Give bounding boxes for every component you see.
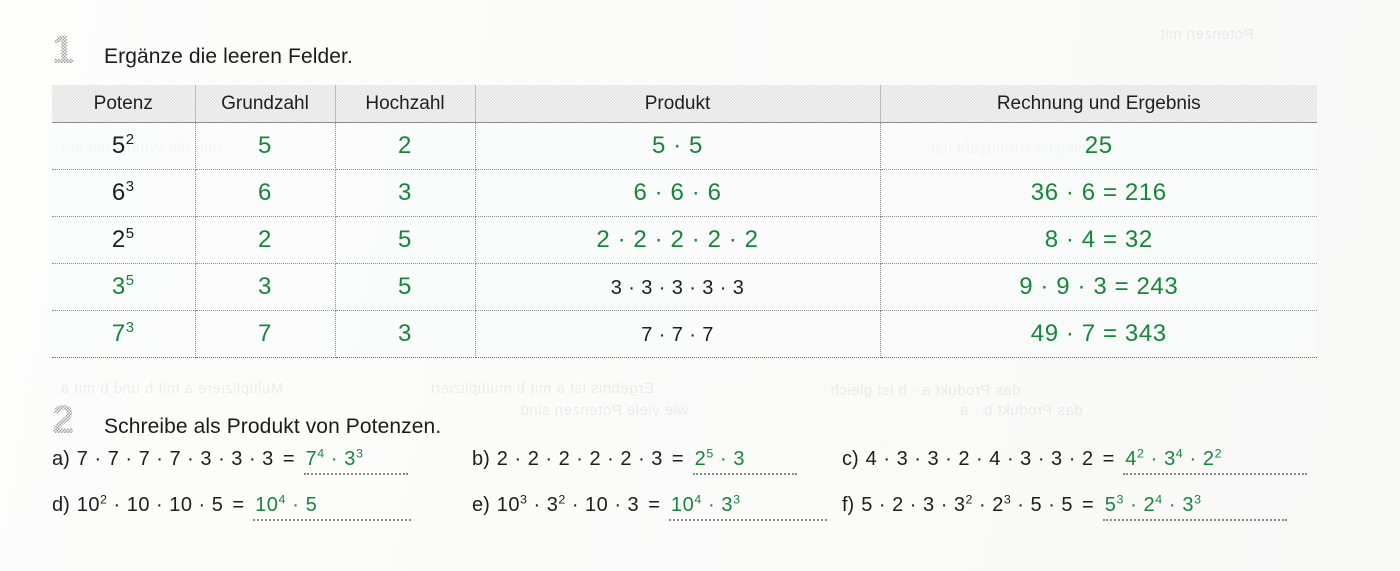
- column-header-hochzahl: Hochzahl: [335, 85, 476, 123]
- cell-produkt[interactable]: 7 · 7 · 7: [475, 310, 881, 358]
- item-b-equals: =: [671, 448, 684, 470]
- item-d-answer[interactable]: 104 · 5: [253, 493, 412, 521]
- cell-potenz[interactable]: 63: [52, 169, 196, 217]
- table-header-row: Potenz Grundzahl Hochzahl Produkt Rechnu…: [52, 85, 1317, 123]
- exercise-2-title: Schreibe als Produkt von Potenzen.: [104, 415, 442, 438]
- item-b-label: b): [472, 448, 490, 470]
- item-e: e) 103 · 32 · 10 · 3 = 104 · 33: [472, 492, 842, 521]
- cell-grundzahl[interactable]: 5: [195, 122, 336, 170]
- cell-rechnung[interactable]: 9 · 9 · 3 = 243: [880, 263, 1317, 311]
- item-c-label: c): [842, 448, 859, 470]
- cell-rechnung[interactable]: 8 · 4 = 32: [880, 216, 1317, 264]
- item-e-equals: =: [648, 494, 660, 516]
- cell-hochzahl[interactable]: 5: [335, 263, 476, 311]
- cell-potenz[interactable]: 25: [52, 216, 196, 264]
- column-header-potenz: Potenz: [52, 85, 196, 123]
- table-row: 63 6 3 6 · 6 · 6 36 · 6 = 216: [52, 169, 1317, 217]
- cell-rechnung[interactable]: 25: [880, 122, 1317, 170]
- item-b-expression: 2 · 2 · 2 · 2 · 2 · 3: [496, 448, 663, 470]
- cell-produkt[interactable]: 2 · 2 · 2 · 2 · 2: [475, 216, 881, 264]
- cell-grundzahl[interactable]: 3: [195, 263, 336, 311]
- table-row: 73 7 3 7 · 7 · 7 49 · 7 = 343: [52, 310, 1317, 358]
- cell-rechnung[interactable]: 36 · 6 = 216: [880, 169, 1317, 217]
- cell-hochzahl[interactable]: 3: [335, 310, 476, 358]
- column-header-grundzahl: Grundzahl: [195, 85, 336, 123]
- item-c-expression: 4 · 3 · 3 · 2 · 4 · 3 · 3 · 2: [865, 448, 1094, 470]
- cell-produkt[interactable]: 6 · 6 · 6: [475, 169, 881, 217]
- item-a-expression: 7 · 7 · 7 · 7 · 3 · 3 · 3: [76, 448, 274, 470]
- item-a-label: a): [52, 448, 70, 470]
- item-e-answer[interactable]: 104 · 33: [668, 493, 827, 521]
- item-f-expression: 5 · 2 · 3 · 32 · 23 · 5 · 5: [861, 492, 1074, 516]
- item-a: a) 7 · 7 · 7 · 7 · 3 · 3 · 3 = 74 · 33: [52, 447, 472, 475]
- cell-potenz[interactable]: 73: [52, 310, 196, 358]
- table-row: 52 5 2 5 · 5 25: [52, 122, 1317, 170]
- exercise-1-title: Ergänze die leeren Felder.: [104, 45, 353, 68]
- exercise-1-heading: 1 Ergänze die leeren Felder.: [52, 30, 353, 70]
- item-c-equals: =: [1102, 448, 1115, 470]
- cell-grundzahl[interactable]: 6: [195, 169, 336, 217]
- cell-produkt[interactable]: 3 · 3 · 3 · 3 · 3: [475, 263, 881, 311]
- item-d: d) 102 · 10 · 10 · 5 = 104 · 5: [52, 492, 472, 521]
- item-d-equals: =: [232, 494, 245, 516]
- item-d-label: d): [52, 494, 70, 516]
- exercise-1-number: 1: [52, 30, 88, 70]
- item-b-answer[interactable]: 25 · 3: [692, 447, 797, 475]
- exercise-2-number: 2: [52, 400, 88, 440]
- item-c-answer[interactable]: 42 · 34 · 22: [1123, 447, 1308, 475]
- item-f-label: f): [842, 494, 855, 516]
- cell-potenz[interactable]: 35: [52, 263, 196, 311]
- item-f: f) 5 · 2 · 3 · 32 · 23 · 5 · 5 = 53 · 24…: [842, 492, 1382, 521]
- item-a-answer[interactable]: 74 · 33: [303, 447, 408, 475]
- potenz-table: Potenz Grundzahl Hochzahl Produkt Rechnu…: [52, 85, 1317, 358]
- exercise-2-heading: 2 Schreibe als Produkt von Potenzen.: [52, 400, 441, 440]
- cell-hochzahl[interactable]: 2: [335, 122, 476, 170]
- item-f-answer[interactable]: 53 · 24 · 33: [1102, 493, 1287, 521]
- item-a-equals: =: [282, 448, 295, 470]
- cell-produkt[interactable]: 5 · 5: [475, 122, 881, 170]
- cell-grundzahl[interactable]: 2: [195, 216, 336, 264]
- item-row-bottom: d) 102 · 10 · 10 · 5 = 104 · 5 e) 103 · …: [52, 492, 1382, 540]
- cell-rechnung[interactable]: 49 · 7 = 343: [880, 310, 1317, 358]
- cell-potenz[interactable]: 52: [52, 122, 196, 170]
- item-b: b) 2 · 2 · 2 · 2 · 2 · 3 = 25 · 3: [472, 447, 842, 475]
- column-header-produkt: Produkt: [475, 85, 881, 123]
- item-e-expression: 103 · 32 · 10 · 3: [496, 492, 640, 516]
- column-header-rechnung: Rechnung und Ergebnis: [880, 85, 1317, 123]
- cell-grundzahl[interactable]: 7: [195, 310, 336, 358]
- item-row-top: a) 7 · 7 · 7 · 7 · 3 · 3 · 3 = 74 · 33 b…: [52, 447, 1382, 494]
- item-d-expression: 102 · 10 · 10 · 5: [76, 492, 224, 516]
- cell-hochzahl[interactable]: 5: [335, 216, 476, 264]
- exercise-2-items: a) 7 · 7 · 7 · 7 · 3 · 3 · 3 = 74 · 33 b…: [52, 447, 1382, 540]
- cell-hochzahl[interactable]: 3: [335, 169, 476, 217]
- table-body: 52 5 2 5 · 5 25 63 6 3 6 · 6 · 6 36 · 6 = 216 25 2 5…: [52, 122, 1317, 358]
- item-e-label: e): [472, 494, 490, 516]
- item-c: c) 4 · 3 · 3 · 2 · 4 · 3 · 3 · 2 = 42 · …: [842, 447, 1382, 475]
- item-f-equals: =: [1082, 494, 1094, 516]
